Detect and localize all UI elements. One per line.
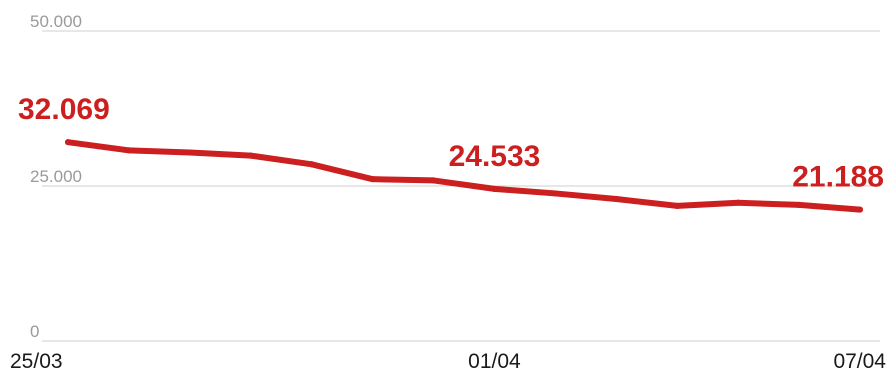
data-point: [796, 201, 803, 208]
data-labels: 32.069 24.533 21.188: [18, 93, 884, 193]
data-point: [491, 185, 498, 192]
data-label: 32.069: [18, 93, 110, 126]
series-segment: [491, 185, 559, 197]
data-point: [65, 139, 71, 146]
data-point: [186, 149, 193, 156]
series-segment: [430, 177, 498, 192]
series-segment: [308, 161, 376, 183]
series-segment: [186, 149, 254, 159]
data-point: [247, 152, 254, 159]
x-tick-label: 07/04: [833, 350, 886, 373]
y-axis-ticks: 50.000 25.000 0: [30, 12, 82, 341]
y-tick-label: 0: [30, 322, 39, 341]
data-point: [369, 176, 376, 183]
series-lines: [65, 139, 863, 213]
series-segment: [247, 152, 315, 168]
y-tick-label: 50.000: [30, 12, 82, 31]
data-point: [125, 147, 132, 154]
data-point: [735, 199, 742, 206]
series-segment: [674, 199, 742, 209]
data-point: [430, 177, 437, 184]
series-segment: [796, 201, 863, 213]
data-point: [308, 161, 315, 168]
series-segment: [65, 139, 132, 154]
data-point: [674, 202, 681, 209]
x-axis-ticks: 25/03 01/04 07/04: [10, 350, 886, 373]
series-segment: [613, 196, 681, 209]
data-points: [65, 139, 863, 213]
data-label: 21.188: [792, 161, 884, 194]
data-point: [857, 206, 863, 213]
x-tick-label: 25/03: [10, 350, 63, 373]
series-segment: [369, 176, 437, 184]
series-segment: [735, 199, 803, 208]
series-segment: [552, 190, 620, 203]
data-point: [552, 190, 559, 197]
x-tick-label: 01/04: [468, 350, 521, 373]
y-tick-label: 25.000: [30, 167, 82, 186]
data-label: 24.533: [449, 140, 541, 173]
series-segment: [125, 147, 193, 156]
data-point: [613, 196, 620, 203]
